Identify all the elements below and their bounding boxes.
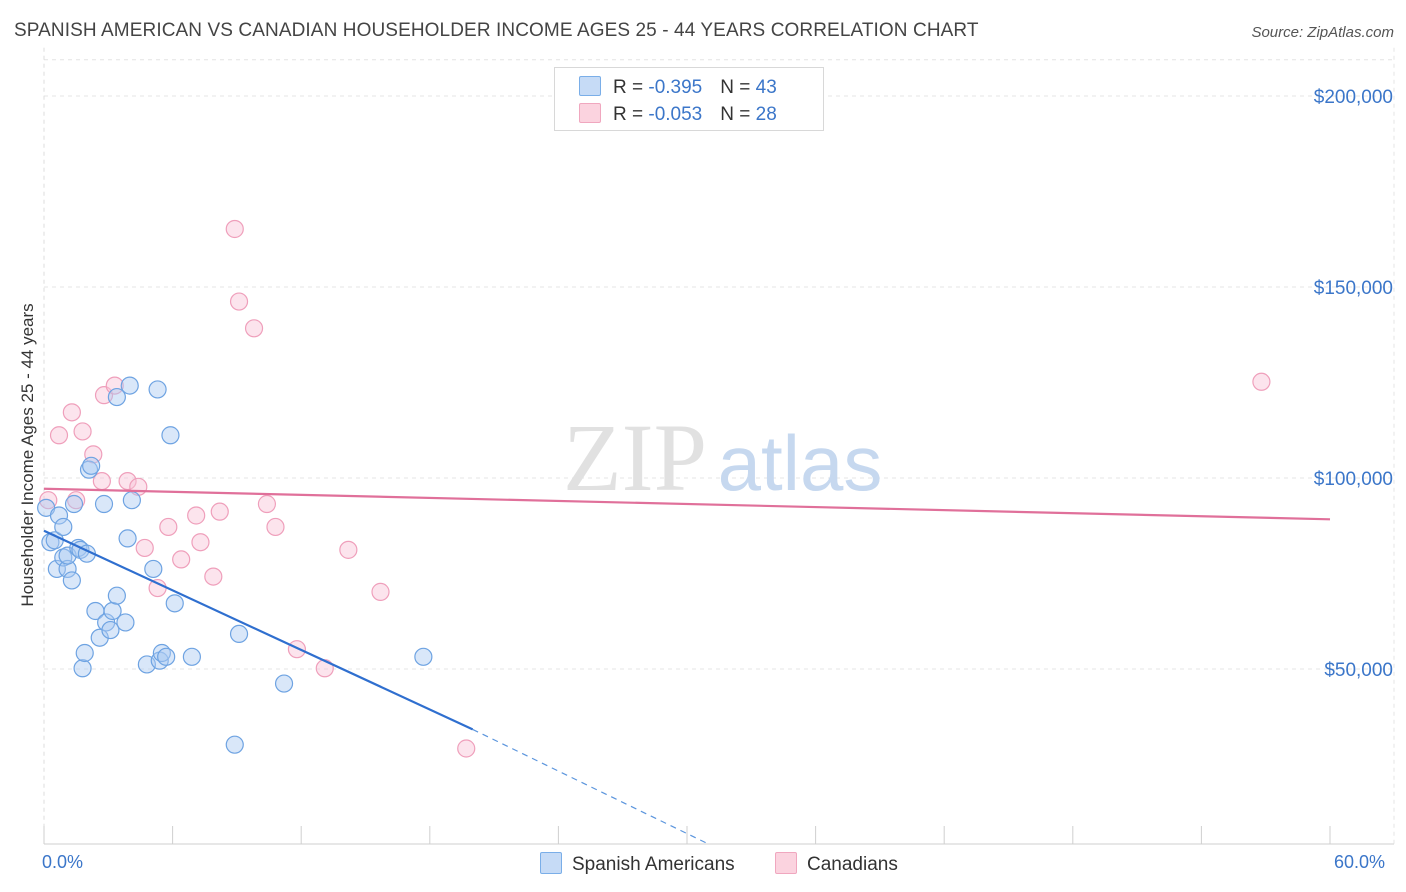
y-tick-200000: $200,000 [1313, 87, 1393, 108]
data-point [414, 647, 433, 666]
y-axis-label: Householder Income Ages 25 - 44 years [18, 303, 37, 607]
data-point [225, 735, 244, 754]
n-value: 28 [755, 104, 777, 125]
r-label: R = [613, 104, 649, 125]
data-point [107, 586, 126, 605]
x-tick-min: 0.0% [42, 852, 84, 872]
stats-row-canadians: R = -0.053 N = 28 [579, 103, 777, 127]
legend-swatch-canadians [775, 852, 797, 874]
trendlines [43, 487, 1331, 845]
data-point [157, 647, 176, 666]
watermark: ZIP atlas [563, 404, 882, 511]
trendline-canadians [43, 487, 1331, 521]
legend-item-canadians[interactable]: Canadians [775, 852, 898, 876]
data-point [47, 559, 66, 579]
data-point [105, 376, 124, 395]
data-point [229, 624, 249, 644]
r-label: R = [613, 77, 649, 98]
series-canadians [39, 219, 1271, 758]
data-point [159, 517, 178, 537]
data-point [118, 472, 137, 491]
data-point [62, 571, 81, 590]
data-point [165, 594, 184, 613]
chart-title: SPANISH AMERICAN VS CANADIAN HOUSEHOLDER… [14, 20, 979, 41]
data-point [287, 640, 307, 659]
grid-lines [44, 59, 1394, 670]
data-point [122, 491, 141, 510]
data-point [62, 403, 81, 422]
y-tick-150000: $150,000 [1313, 278, 1393, 299]
data-point [274, 674, 294, 693]
legend-label: Canadians [807, 854, 898, 875]
data-point [244, 319, 264, 338]
data-point [210, 502, 229, 521]
data-point [191, 533, 210, 552]
data-point [58, 559, 77, 579]
data-point [339, 540, 358, 559]
n-label: N = [720, 77, 756, 98]
data-point [75, 643, 94, 663]
data-point [101, 620, 120, 640]
correlation-stats-box: R = -0.395 N = 43 R = -0.053 N = 28 [554, 67, 824, 131]
source-label: Source: ZipAtlas.com [1251, 24, 1394, 41]
r-value: -0.053 [648, 104, 703, 125]
data-point [54, 517, 73, 537]
data-point [107, 387, 126, 407]
r-value: -0.395 [648, 77, 703, 98]
stats-row-spanish-americans: R = -0.395 N = 43 [579, 76, 777, 100]
data-point [457, 739, 476, 758]
data-point [315, 659, 334, 678]
data-point [118, 529, 137, 548]
data-point [257, 494, 277, 514]
y-tick-100000: $100,000 [1313, 469, 1393, 490]
data-point [1252, 372, 1271, 391]
n-value: 43 [755, 77, 777, 98]
data-point [225, 219, 244, 239]
trendline-spanish-americans-extension [472, 728, 709, 845]
swatch-spanish-americans [579, 76, 601, 96]
legend-item-spanish-americans[interactable]: Spanish Americans [540, 852, 735, 876]
swatch-canadians [579, 103, 601, 123]
n-label: N = [720, 104, 756, 125]
legend-swatch-spanish-americans [540, 852, 562, 874]
data-point [187, 506, 206, 525]
data-point [161, 426, 180, 445]
data-point [144, 559, 163, 579]
data-point [73, 659, 92, 678]
legend-label: Spanish Americans [572, 854, 735, 875]
data-point [94, 494, 114, 514]
data-point [64, 494, 84, 514]
x-tick-max: 60.0% [1334, 852, 1386, 872]
data-point [148, 380, 167, 399]
data-point [204, 567, 223, 586]
data-point [120, 376, 139, 395]
data-point [82, 456, 101, 475]
series-spanish-americans [37, 376, 433, 754]
data-point [73, 422, 92, 441]
watermark-zip: ZIP [563, 404, 707, 511]
data-point [49, 506, 69, 525]
data-point [182, 647, 201, 666]
y-tick-50000: $50,000 [1324, 660, 1393, 681]
watermark-atlas: atlas [718, 419, 883, 507]
data-point [229, 292, 249, 311]
data-point [116, 613, 135, 632]
data-point [266, 517, 285, 537]
data-point [49, 426, 69, 445]
data-point [135, 538, 154, 558]
trendline-spanish-americans [43, 529, 474, 731]
data-point [371, 582, 390, 601]
axes [43, 47, 1395, 845]
data-point [172, 550, 191, 569]
data-point [148, 578, 167, 598]
